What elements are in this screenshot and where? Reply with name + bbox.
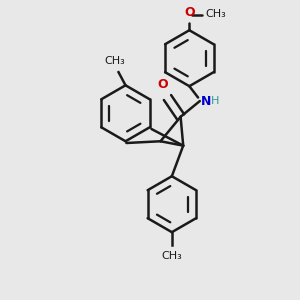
Text: O: O [184,6,195,19]
Text: N: N [201,94,211,107]
Text: CH₃: CH₃ [161,251,182,261]
Text: CH₃: CH₃ [205,9,226,19]
Text: CH₃: CH₃ [105,56,125,66]
Text: O: O [157,78,168,92]
Text: H: H [211,96,220,106]
